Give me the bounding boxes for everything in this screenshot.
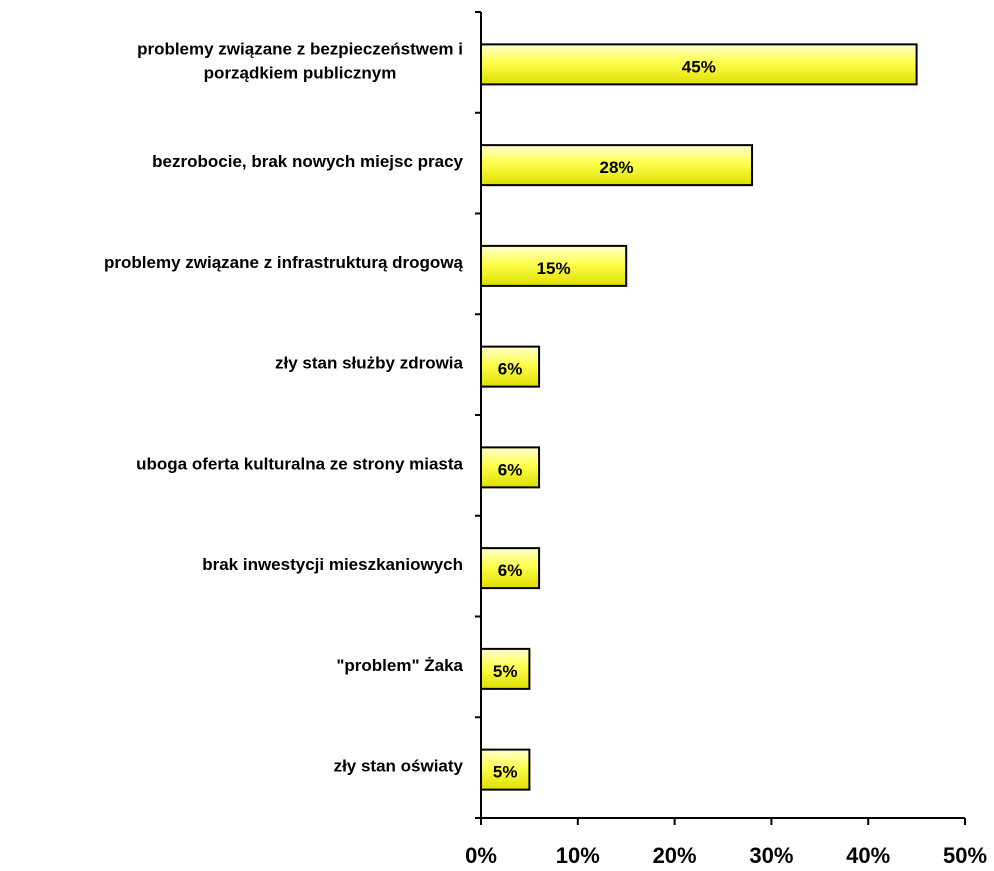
axes: 0% 10% 20% 30% 40% 50% — [465, 11, 987, 868]
category-label-6: "problem" Żaka — [336, 656, 463, 675]
bar-2 — [480, 244, 628, 287]
category-label-0: problemy związane z bezpieczeństwem i por… — [137, 39, 463, 82]
x-tick-label: 0% — [465, 843, 497, 868]
x-tick-label: 30% — [749, 843, 793, 868]
data-label-3: 6% — [498, 360, 523, 379]
x-tick-label: 20% — [653, 843, 697, 868]
bar-3 — [480, 345, 541, 388]
category-label-2: problemy związane z infrastrukturą drogo… — [104, 253, 464, 272]
bar-4 — [480, 446, 541, 489]
bar-6 — [480, 647, 531, 690]
x-tick-label: 10% — [556, 843, 600, 868]
data-label-5: 6% — [498, 561, 523, 580]
data-label-4: 6% — [498, 460, 523, 479]
data-label-1: 28% — [600, 158, 634, 177]
category-label-4: uboga oferta kulturalna ze strony miasta — [136, 454, 463, 473]
data-label-6: 5% — [493, 662, 518, 681]
bars-layer: 45% 28% 15% 6% 6% 6% 5% 5% — [480, 43, 918, 791]
data-label-2: 15% — [537, 259, 571, 278]
category-label-1: bezrobocie, brak nowych miejsc pracy — [152, 152, 463, 171]
bar-1 — [480, 144, 754, 187]
category-label-5: brak inwestycji mieszkaniowych — [202, 555, 463, 574]
data-label-7: 5% — [493, 763, 518, 782]
x-tick-label: 50% — [943, 843, 987, 868]
category-label-7: zły stan oświaty — [334, 757, 464, 776]
category-labels: problemy związane z bezpieczeństwem i por… — [104, 39, 464, 775]
category-label-3: zły stan służby zdrowia — [275, 354, 464, 373]
data-label-0: 45% — [682, 57, 716, 76]
x-tick-label: 40% — [846, 843, 890, 868]
